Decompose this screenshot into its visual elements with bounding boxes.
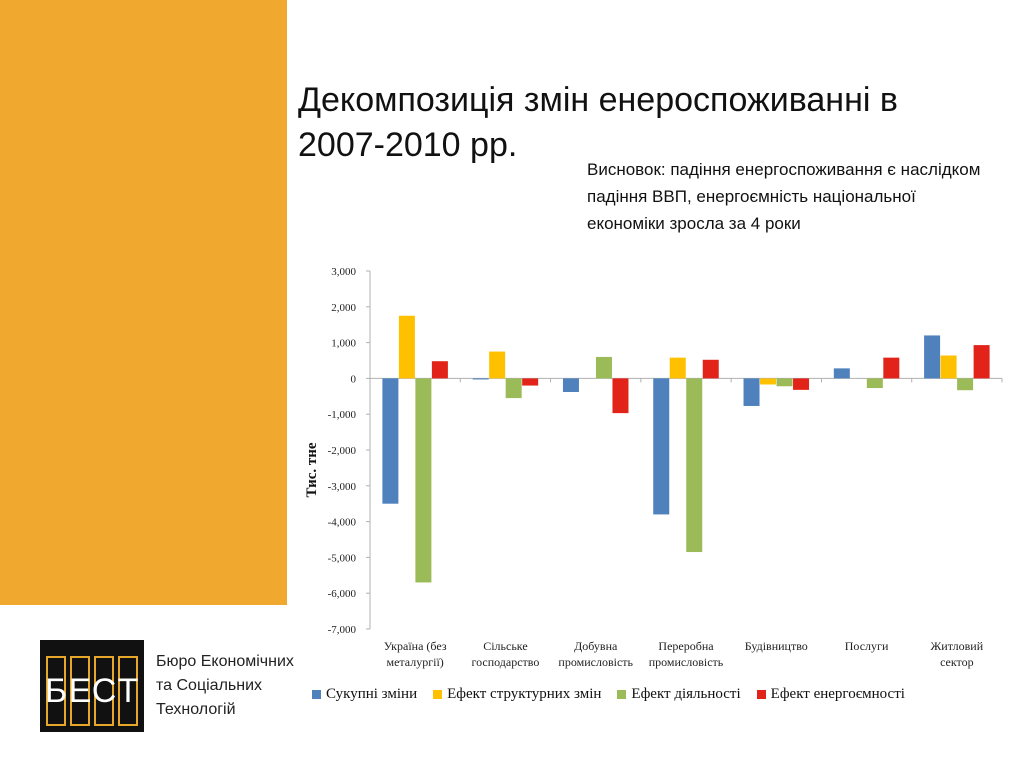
y-tick-label: -4,000 [328,517,357,529]
bar [957,378,974,391]
bar [866,378,883,389]
x-category-label: промисловість [649,655,724,669]
legend-swatch [433,690,443,699]
x-category-label: Сільське [483,639,527,653]
logo-mark: Б Е С Т [40,640,144,732]
legend-label: Ефект структурних змін [447,686,602,702]
legend-label: Сукупні зміни [326,686,418,702]
y-tick-label: -5,000 [328,552,357,564]
bar [431,361,448,379]
y-tick-label: -1,000 [328,409,357,421]
bar [973,345,990,379]
conclusion-text: Висновок: падіння енергоспоживання є нас… [587,160,981,233]
y-tick-label: -3,000 [328,481,357,493]
bar [940,355,957,379]
y-tick-label: 2,000 [331,302,356,314]
bar [669,357,686,379]
logo-letter: Т [118,656,138,726]
bar [743,378,760,406]
x-category-label: Добувна [574,639,618,653]
bar [595,356,612,379]
bar [472,378,489,380]
legend-item: Ефект структурних змін [433,686,601,703]
y-tick-label: -7,000 [328,624,357,636]
legend-item: Ефект енергоємності [756,686,905,703]
bar [522,378,539,386]
x-category-label: металургії) [386,655,443,669]
legend-swatch [617,690,627,699]
bar [702,359,719,379]
legend-label: Ефект діяльності [631,686,741,702]
x-category-label: Переробна [658,639,714,653]
x-category-label: Будівництво [745,639,808,653]
y-tick-label: 3,000 [331,266,356,278]
legend-label: Ефект енергоємності [770,686,905,702]
bar [776,378,793,387]
bar [924,335,941,379]
chart-legend: Сукупні зміни Ефект структурних змін Ефект… [312,686,905,703]
legend-swatch [756,690,766,699]
y-tick-label: 0 [351,373,357,385]
legend-item: Сукупні зміни [312,686,417,703]
y-tick-label: 1,000 [331,338,356,350]
x-category-label: сектор [940,655,974,669]
bar [760,378,777,385]
bar-chart: 3,000 2,000 1,000 0 -1,000 -2,000 -3,000 -4,000… [304,266,1003,669]
x-category-label: промисловість [558,655,633,669]
legend-swatch [312,690,321,699]
x-category-label: Житловий [931,639,984,653]
y-tick-label: -2,000 [328,445,357,457]
bar [398,315,415,379]
logo-letter: С [92,656,116,726]
bar [562,378,579,393]
bar [612,378,629,414]
best-logo: Б Е С Т Бюро Економічних та Соціальних Т… [40,640,294,732]
logo-line: Бюро Економічних [156,653,294,670]
bar [793,378,810,390]
x-category-label: Послуги [845,639,889,653]
logo-text: Бюро Економічних та Соціальних Технологі… [156,650,294,722]
bar [415,378,432,583]
y-axis-label: Тис. тне [304,442,320,497]
bar [653,378,670,515]
x-category-label: Україна (без [384,639,447,653]
logo-line: Технологій [156,701,236,718]
logo-letter: Е [69,656,91,726]
bar [686,378,703,553]
logo-letter: Б [45,656,67,726]
slide-title: Декомпозиція змін енероспоживанні в 2007… [298,81,898,164]
bar [382,378,399,504]
y-tick-label: -6,000 [328,588,357,600]
bar [833,368,850,379]
bar [505,378,522,399]
orange-side-panel [0,0,287,605]
bar [489,351,506,379]
x-category-label: господарство [471,655,539,669]
legend-item: Ефект діяльності [617,686,741,703]
bar [883,357,900,379]
logo-line: та Соціальних [156,677,263,694]
